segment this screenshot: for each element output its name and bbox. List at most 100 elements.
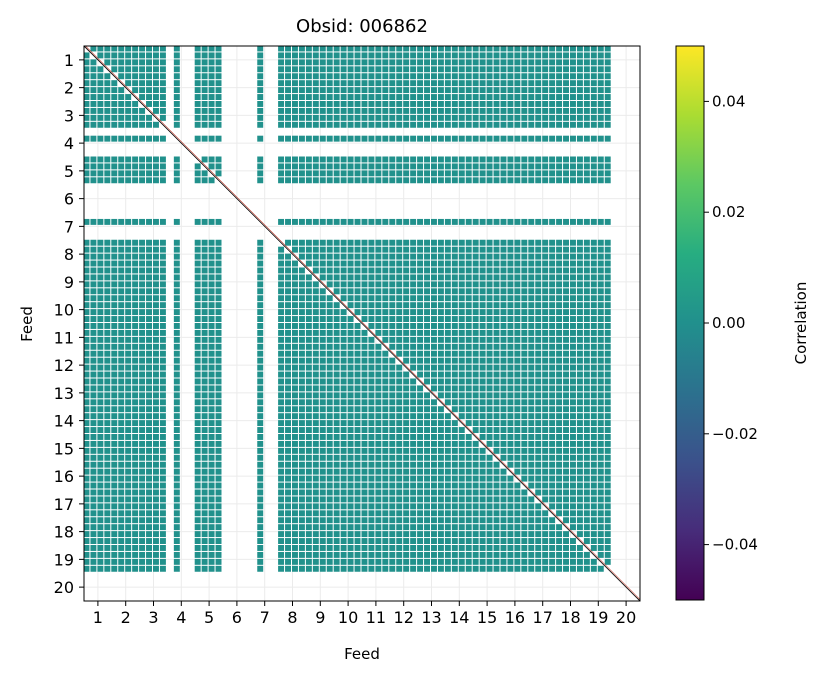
heatmap-cell [278, 531, 285, 538]
heatmap-cell [576, 447, 583, 454]
colorbar-tick-label: 0.04 [712, 92, 745, 110]
heatmap-cell [570, 218, 576, 225]
heatmap-cell [458, 385, 465, 392]
heatmap-cell [298, 46, 305, 52]
heatmap-cell [153, 496, 159, 503]
heatmap-cell [597, 114, 604, 121]
heatmap-cell [84, 447, 90, 454]
heatmap-cell [159, 399, 166, 406]
heatmap-cell [215, 46, 222, 52]
heatmap-cell [319, 302, 326, 309]
heatmap-cell [451, 156, 458, 163]
heatmap-cell [465, 343, 472, 350]
heatmap-cell [201, 309, 208, 316]
heatmap-cell [465, 531, 472, 538]
heatmap-cell [590, 121, 597, 128]
heatmap-cell [576, 288, 583, 295]
heatmap-cell [84, 170, 90, 177]
heatmap-cell [111, 357, 118, 364]
heatmap-cell [84, 482, 90, 489]
heatmap-cell [298, 253, 305, 260]
heatmap-cell [285, 121, 291, 128]
heatmap-cell [382, 551, 389, 558]
heatmap-cell [403, 239, 410, 246]
heatmap-cell [153, 329, 159, 336]
heatmap-cell [285, 378, 291, 385]
heatmap-cell [472, 121, 479, 128]
heatmap-cell [403, 135, 410, 142]
heatmap-cell [472, 239, 479, 246]
heatmap-cell [549, 267, 556, 274]
heatmap-cell [375, 274, 382, 281]
heatmap-cell [563, 364, 569, 371]
heatmap-cell [104, 413, 111, 420]
heatmap-cell [257, 385, 264, 392]
heatmap-cell [472, 336, 479, 343]
heatmap-cell [208, 503, 215, 510]
heatmap-cell [431, 156, 437, 163]
heatmap-cell [514, 427, 521, 433]
heatmap-cell [368, 101, 375, 107]
heatmap-cell [340, 531, 347, 538]
heatmap-cell [153, 156, 159, 163]
heatmap-cell [479, 357, 486, 364]
heatmap-cell [132, 510, 139, 517]
heatmap-cell [201, 253, 208, 260]
heatmap-cell [535, 440, 542, 447]
heatmap-cell [97, 420, 104, 427]
heatmap-cell [368, 378, 375, 385]
heatmap-cell [486, 114, 493, 121]
heatmap-cell [333, 302, 340, 309]
heatmap-cell [542, 135, 549, 142]
heatmap-cell [597, 503, 604, 510]
heatmap-cell [451, 267, 458, 274]
heatmap-cell [472, 73, 479, 80]
heatmap-cell [340, 392, 347, 399]
heatmap-cell [444, 440, 451, 447]
heatmap-cell [500, 545, 507, 551]
heatmap-cell [132, 496, 139, 503]
heatmap-cell [84, 121, 90, 128]
heatmap-cell [146, 329, 152, 336]
heatmap-cell [146, 66, 152, 73]
heatmap-cell [549, 385, 556, 392]
heatmap-cell [194, 114, 201, 121]
heatmap-cell [97, 323, 104, 329]
heatmap-cell [549, 52, 556, 59]
heatmap-cell [486, 239, 493, 246]
x-tick-label: 18 [560, 608, 580, 627]
heatmap-cell [375, 170, 382, 177]
heatmap-cell [479, 59, 486, 66]
heatmap-cell [285, 302, 291, 309]
heatmap-cell [486, 517, 493, 524]
heatmap-cell [90, 510, 97, 517]
heatmap-cell [521, 101, 528, 107]
heatmap-cell [410, 496, 417, 503]
heatmap-cell [125, 482, 132, 489]
heatmap-cell [486, 378, 493, 385]
heatmap-cell [111, 475, 118, 482]
heatmap-cell [556, 246, 563, 253]
heatmap-cell [118, 413, 125, 420]
heatmap-cell [597, 281, 604, 288]
heatmap-cell [104, 260, 111, 267]
heatmap-cell [451, 87, 458, 94]
heatmap-cell [479, 468, 486, 475]
heatmap-cell [417, 316, 424, 322]
heatmap-cell [97, 46, 104, 52]
heatmap-cell [424, 434, 430, 440]
heatmap-cell [257, 503, 264, 510]
y-tick-label: 19 [54, 550, 74, 569]
heatmap-cell [125, 177, 132, 184]
heatmap-cell [590, 267, 597, 274]
heatmap-cell [417, 177, 424, 184]
heatmap-cell [590, 392, 597, 399]
heatmap-cell [194, 371, 201, 378]
heatmap-cell [493, 558, 500, 565]
heatmap-cell [319, 66, 326, 73]
heatmap-cell [479, 392, 486, 399]
heatmap-cell [535, 281, 542, 288]
heatmap-cell [583, 323, 590, 329]
heatmap-cell [326, 218, 333, 225]
heatmap-cell [424, 336, 430, 343]
